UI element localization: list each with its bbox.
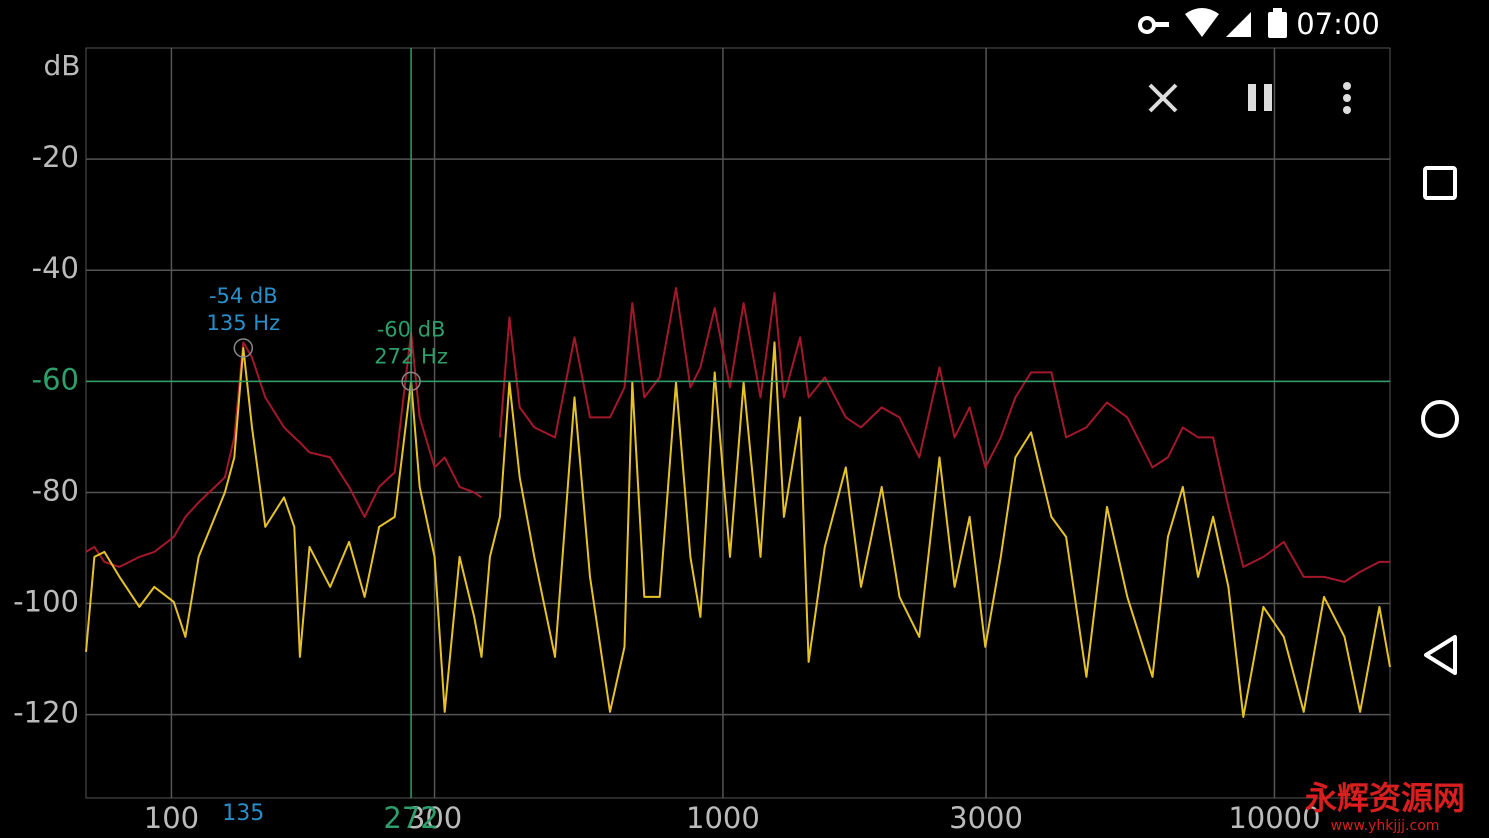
y-tick-label: -100: [13, 585, 79, 619]
peak-x-label: 135: [222, 801, 264, 826]
y-axis-label: dB: [44, 49, 81, 82]
y-tick-label: -20: [32, 140, 79, 174]
watermark-text: 永辉资源网: [1305, 779, 1465, 817]
peak-db-label: -60 dB: [377, 317, 446, 341]
y-tick-label: -60: [32, 362, 79, 396]
x-tick-label: 300: [407, 801, 462, 835]
status-icons: [1138, 8, 1287, 38]
peak-x-label: 272: [383, 801, 438, 835]
y-tick-label: -80: [32, 473, 79, 507]
x-tick-label: 10000: [1228, 801, 1320, 835]
y-tick-label: -40: [32, 251, 79, 285]
menu-button[interactable]: [1343, 82, 1351, 114]
home-button[interactable]: [1421, 400, 1459, 438]
battery-tip: [1273, 8, 1282, 13]
back-button[interactable]: [1424, 635, 1457, 675]
peak-marker: [233, 338, 254, 358]
x-tick-label: 1000: [686, 801, 760, 835]
plot-area: [85, 47, 1391, 799]
x-tick-label: 100: [144, 801, 199, 835]
watermark-url: www.yhkjjj.com: [1331, 818, 1440, 834]
pause-button[interactable]: [1248, 84, 1272, 111]
spectrum-line: [85, 341, 1391, 718]
signal-icon: [1226, 12, 1251, 37]
spectrum-line: [85, 287, 1390, 583]
recents-button[interactable]: [1423, 166, 1457, 200]
battery-icon: [1268, 12, 1287, 38]
peak-db-label: -54 dB: [209, 284, 278, 308]
peak-marker: [401, 371, 421, 392]
y-tick-label: -120: [13, 696, 79, 730]
clock: 07:00: [1296, 7, 1380, 41]
peak-hz-label: 135 Hz: [207, 311, 281, 335]
plot: -20 -40 -60 -80 -100 -120 100 300 1000 3000 10000 d…: [13, 47, 1391, 835]
wifi-icon: [1185, 8, 1219, 37]
vpn-key-shaft: [1153, 22, 1169, 27]
close-button[interactable]: [1148, 83, 1178, 113]
peak-hz-label: 272 Hz: [374, 344, 448, 368]
x-tick-label: 3000: [949, 801, 1023, 835]
